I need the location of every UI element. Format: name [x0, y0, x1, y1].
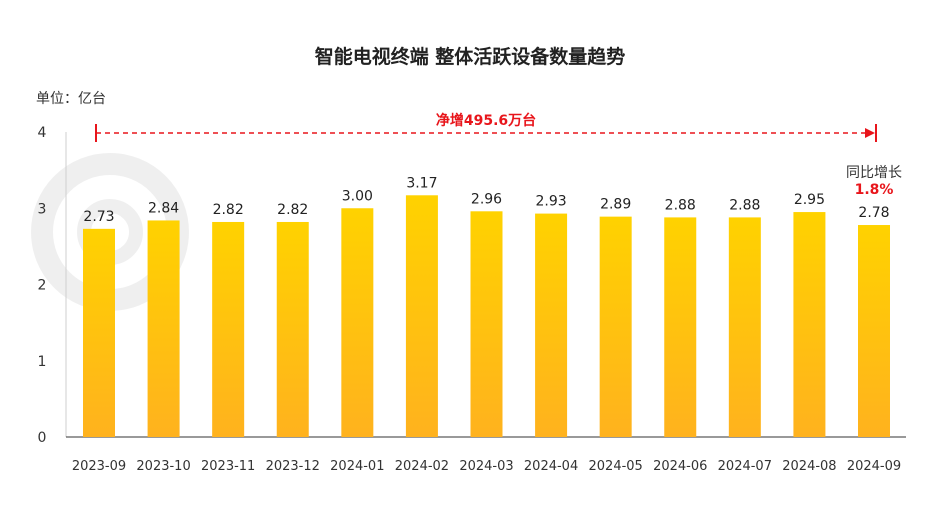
x-tick-label: 2024-02 [395, 459, 449, 474]
data-label: 2.93 [535, 194, 566, 210]
bar [83, 228, 115, 437]
data-label: 2.88 [729, 197, 760, 213]
bar [405, 195, 438, 437]
bars [83, 195, 890, 437]
bar [858, 225, 890, 437]
x-tick-label: 2024-08 [782, 459, 836, 474]
data-label: 2.88 [665, 197, 696, 213]
chart-title: 智能电视终端 整体活跃设备数量趋势 [314, 46, 626, 68]
bar [599, 216, 632, 437]
yoy-label: 同比增长 [846, 165, 902, 181]
y-tick-labels: 0 1 2 3 4 [38, 125, 47, 446]
data-label: 3.00 [342, 188, 373, 204]
x-tick-label: 2024-07 [718, 459, 772, 474]
yoy-value: 1.8% [855, 182, 894, 198]
x-tick-labels: 2023-09 2023-10 2023-11 2023-12 2024-01 2024-… [72, 459, 901, 474]
bar [341, 208, 374, 437]
data-label: 2.82 [277, 202, 308, 218]
x-tick-label: 2023-12 [266, 459, 320, 474]
data-label: 2.95 [794, 192, 825, 208]
data-label: 2.82 [213, 202, 244, 218]
data-label: 2.78 [858, 205, 889, 221]
bar [276, 221, 309, 437]
data-label: 2.84 [148, 200, 179, 216]
unit-label: 单位：亿台 [36, 91, 106, 107]
x-tick-label: 2024-03 [459, 459, 513, 474]
x-tick-label: 2024-04 [524, 459, 578, 474]
x-tick-label: 2024-01 [330, 459, 384, 474]
x-tick-label: 2024-09 [847, 459, 901, 474]
bar [470, 211, 503, 437]
data-label: 3.17 [406, 175, 437, 191]
x-tick-label: 2024-05 [589, 459, 643, 474]
data-labels: 2.73 2.84 2.82 2.82 3.00 3.17 2.96 2.93 2.89 2.88… [83, 175, 889, 225]
data-label: 2.96 [471, 191, 502, 207]
annotation-text: 净增495.6万台 [436, 112, 536, 129]
y-tick-label: 0 [38, 430, 47, 446]
x-tick-label: 2023-11 [201, 459, 255, 474]
y-tick-label: 2 [38, 278, 47, 294]
y-tick-label: 4 [38, 125, 47, 141]
y-tick-label: 1 [38, 354, 47, 370]
data-label: 2.89 [600, 197, 631, 213]
bar [793, 212, 826, 437]
x-tick-label: 2023-10 [136, 459, 190, 474]
x-tick-label: 2023-09 [72, 459, 126, 474]
data-label: 2.73 [83, 209, 114, 225]
x-tick-label: 2024-06 [653, 459, 707, 474]
bar [535, 213, 568, 437]
bar [147, 220, 180, 437]
bar [728, 217, 761, 437]
y-tick-label: 3 [38, 201, 47, 217]
bar [664, 217, 697, 437]
annotation-arrowhead [865, 128, 875, 138]
bar [212, 221, 245, 437]
